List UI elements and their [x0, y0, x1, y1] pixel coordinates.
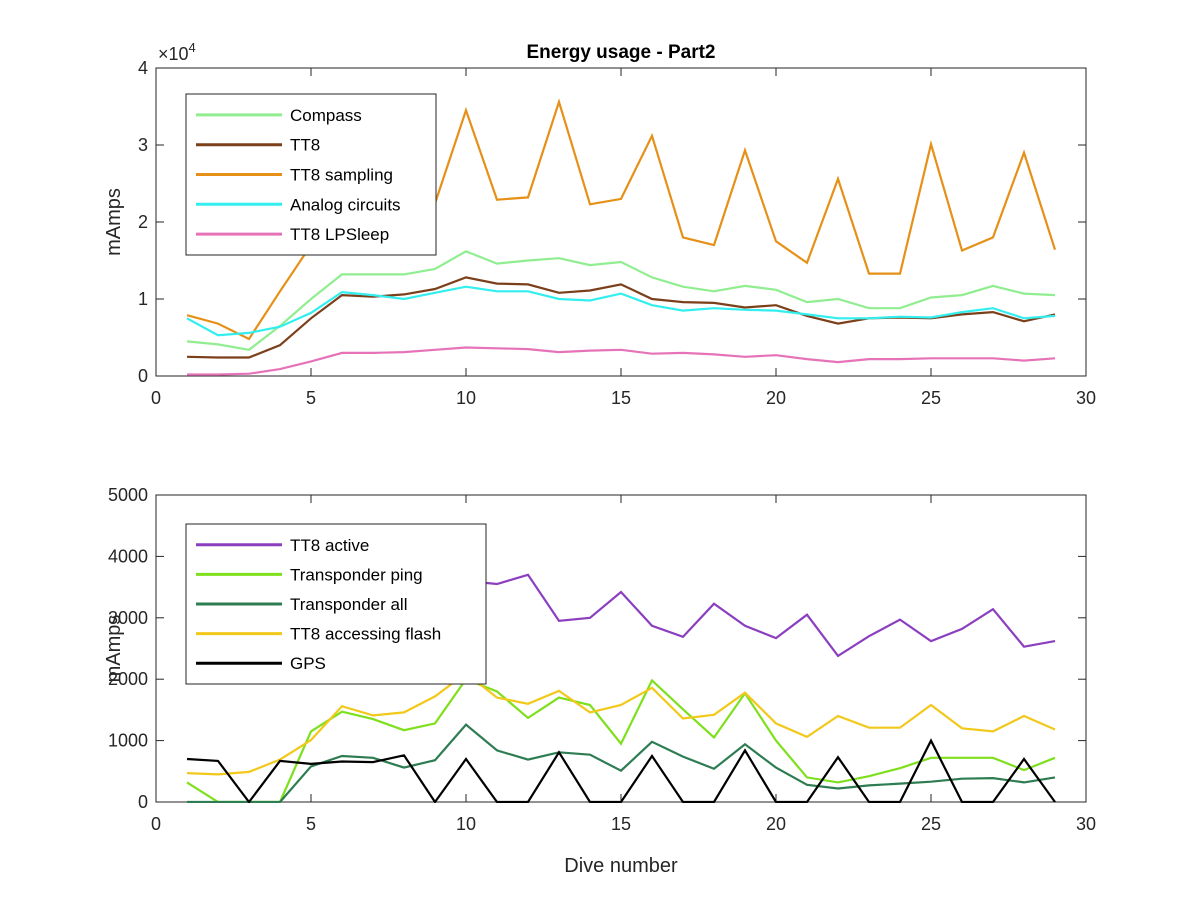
x-tick-label: 30 — [1076, 388, 1096, 408]
legend-label: TT8 — [290, 136, 320, 155]
y-tick-label: 4000 — [108, 546, 148, 566]
x-tick-label: 15 — [611, 388, 631, 408]
x-tick-label: 20 — [766, 814, 786, 834]
x-tick-label: 25 — [921, 814, 941, 834]
series-line-compass — [186, 250, 1056, 351]
y-tick-label: 1 — [138, 289, 148, 309]
y-tick-label: 5000 — [108, 485, 148, 505]
legend-label: TT8 active — [290, 536, 369, 555]
y-tick-label: 3000 — [108, 608, 148, 628]
series-line-tt8-accessing-flash — [186, 671, 1056, 776]
series-line-tt8-lpsleep — [187, 346, 1056, 376]
x-tick-label: 15 — [611, 814, 631, 834]
series-line-gps — [186, 738, 1056, 803]
y-tick-label: 0 — [138, 366, 148, 386]
x-axis-label: Dive number — [564, 855, 678, 877]
legend: Compass TT8 TT8 sampling Analog circuits TT8… — [185, 93, 437, 256]
x-tick-label: 10 — [456, 388, 476, 408]
legend-label: Transponder all — [290, 595, 408, 614]
legend-label: Transponder ping — [290, 565, 423, 584]
series-line-analog-circuits — [186, 285, 1056, 337]
x-tick-label: 0 — [151, 388, 161, 408]
legend-label: TT8 accessing flash — [290, 625, 441, 644]
legend-label: GPS — [290, 654, 326, 673]
legend-label: Analog circuits — [290, 195, 401, 214]
y-axis-label: mAmps — [103, 188, 125, 256]
x-tick-label: 20 — [766, 388, 786, 408]
legend-label: Compass — [290, 106, 362, 125]
y-tick-label: 4 — [138, 58, 148, 78]
y-tick-label: 0 — [138, 792, 148, 812]
y-axis-label: mAmps — [103, 615, 125, 683]
x-tick-label: 30 — [1076, 814, 1096, 834]
x-tick-label: 10 — [456, 814, 476, 834]
y-exponent-label: ×104 — [158, 40, 196, 64]
x-tick-label: 5 — [306, 388, 316, 408]
figure-title: Energy usage - Part2 — [526, 42, 715, 63]
y-tick-label: 3 — [138, 135, 148, 155]
x-tick-label: 5 — [306, 814, 316, 834]
top-axes: 0 5 10 15 20 25 3001234×104mAmpsCompassTT8TT8 … — [103, 40, 1096, 408]
y-exponent-power: 4 — [189, 40, 196, 55]
bottom-axes: 0 5 10 15 20 25 30 0 1000 2000 3000 4000 5000 mAmps Di… — [103, 485, 1096, 877]
legend-label: TT8 LPSleep — [290, 225, 389, 244]
y-exponent-base: ×10 — [158, 44, 189, 64]
y-tick-label: 1000 — [108, 731, 148, 751]
legend-label: TT8 sampling — [290, 166, 393, 185]
x-tick-label: 0 — [151, 814, 161, 834]
x-tick-label: 25 — [921, 388, 941, 408]
legend: TT8 active Transponder ping Transponder al… — [185, 523, 487, 685]
y-tick-label: 2 — [138, 212, 148, 232]
y-tick-label: 2000 — [108, 669, 148, 689]
